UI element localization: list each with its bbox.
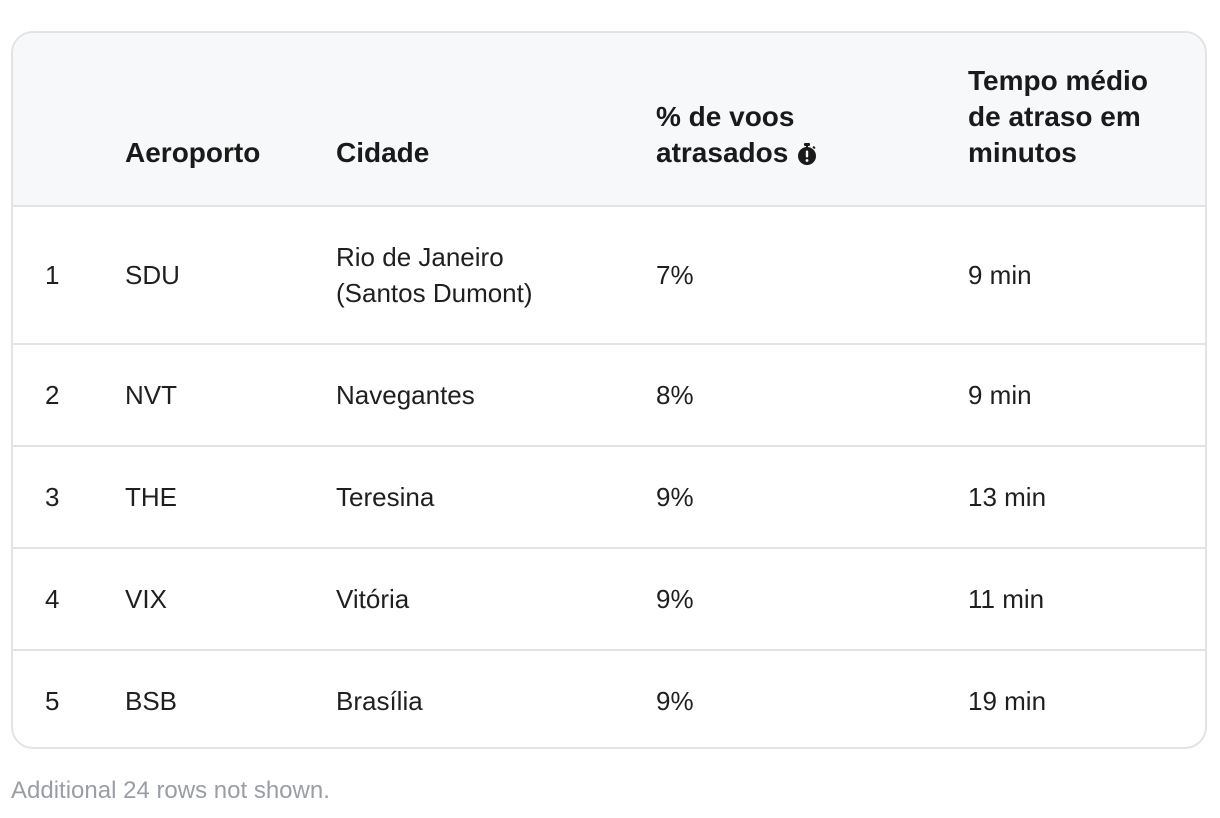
row-cidade-line1: Rio de Janeiro	[336, 242, 504, 272]
header-tempo-line1: Tempo médio	[968, 65, 1148, 96]
table-row: 4 VIX Vitória 9% 11 min	[13, 549, 1205, 651]
row-cidade: Rio de Janeiro (Santos Dumont)	[336, 239, 533, 311]
row-cidade: Brasília	[336, 686, 423, 716]
row-pct: 7%	[656, 260, 694, 290]
row-aeroporto: VIX	[125, 584, 167, 614]
row-aeroporto: THE	[125, 482, 177, 512]
header-cidade-label: Cidade	[336, 137, 430, 168]
row-pct: 9%	[656, 584, 694, 614]
row-rank: 4	[45, 584, 60, 614]
row-rank: 1	[45, 260, 60, 290]
row-rank: 3	[45, 482, 60, 512]
row-tempo: 11 min	[968, 584, 1045, 614]
table-row: 3 THE Teresina 9% 13 min	[13, 447, 1205, 549]
row-tempo: 13 min	[968, 482, 1047, 512]
row-pct: 8%	[656, 380, 694, 410]
row-cidade: Teresina	[336, 482, 435, 512]
header-pct-line1: % de voos	[656, 101, 795, 132]
row-aeroporto: SDU	[125, 260, 180, 290]
row-aeroporto: NVT	[125, 380, 177, 410]
row-aeroporto: BSB	[125, 686, 178, 716]
header-tempo-line3: minutos	[968, 137, 1077, 168]
row-cidade: Navegantes	[336, 380, 475, 410]
row-tempo: 9 min	[968, 260, 1032, 290]
row-tempo: 9 min	[968, 380, 1032, 410]
header-pct-line2-wrap: atrasados	[656, 135, 818, 171]
row-pct: 9%	[656, 482, 694, 512]
table-row: 5 BSB Brasília 9% 19 min	[13, 651, 1205, 747]
header-aeroporto: Aeroporto	[125, 135, 260, 171]
table-row: 2 NVT Navegantes 8% 9 min	[13, 345, 1205, 447]
header-aeroporto-label: Aeroporto	[125, 137, 261, 168]
header-pct-atrasados: % de voos atrasados	[656, 99, 818, 171]
row-rank: 5	[45, 686, 60, 716]
stopwatch-alert-icon[interactable]	[796, 143, 818, 165]
airport-delay-table: Aeroporto Cidade % de voos atrasados	[11, 31, 1207, 749]
header-tempo-line2: de atraso em	[968, 101, 1141, 132]
row-cidade-line2: (Santos Dumont)	[336, 278, 533, 308]
row-pct: 9%	[656, 686, 694, 716]
row-cidade: Vitória	[336, 584, 410, 614]
header-tempo-medio: Tempo médio de atraso em minutos	[968, 63, 1148, 171]
table-row: 1 SDU Rio de Janeiro (Santos Dumont) 7% …	[13, 207, 1205, 345]
table-header-row: Aeroporto Cidade % de voos atrasados	[13, 33, 1205, 207]
header-pct-line2: atrasados	[656, 137, 789, 168]
row-rank: 2	[45, 380, 60, 410]
row-tempo: 19 min	[968, 686, 1047, 716]
rows-not-shown-note: Additional 24 rows not shown.	[11, 777, 330, 804]
header-cidade: Cidade	[336, 135, 429, 171]
